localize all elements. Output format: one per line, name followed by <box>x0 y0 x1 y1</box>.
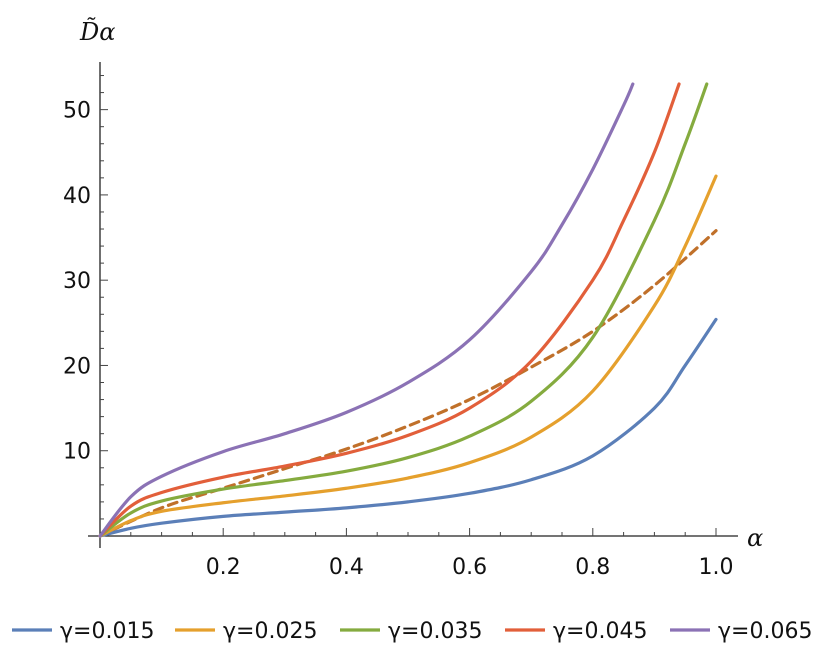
y-tick-label: 20 <box>63 354 91 379</box>
x-tick-label: 0.6 <box>452 555 487 580</box>
legend-label: γ=0.015 <box>60 619 154 644</box>
legend-label: γ=0.035 <box>388 619 482 644</box>
x-tick-label: 0.2 <box>206 555 241 580</box>
x-tick-label: 0.4 <box>329 555 364 580</box>
series-line-3 <box>98 82 681 538</box>
series-line-0 <box>98 317 718 538</box>
y-tick-label: 10 <box>63 440 91 465</box>
legend-label: γ=0.065 <box>718 619 812 644</box>
series-line-1 <box>98 174 718 538</box>
series-line-4 <box>98 82 635 538</box>
y-axis-label: D̃α <box>79 18 115 46</box>
y-tick-label: 30 <box>63 269 91 294</box>
series-line-2 <box>98 82 709 538</box>
y-tick-label: 50 <box>63 99 91 124</box>
series-lines <box>98 82 718 538</box>
legend: γ=0.015 γ=0.025 γ=0.035 γ=0.045 γ=0.065 <box>12 619 812 644</box>
legend-label: γ=0.045 <box>553 619 647 644</box>
legend-label: γ=0.025 <box>223 619 317 644</box>
y-tick-label: 40 <box>63 184 91 209</box>
axes: 0.2 0.4 0.6 0.8 1.0 10 20 30 40 50 α D̃α <box>63 18 763 580</box>
x-tick-label: 0.8 <box>575 555 610 580</box>
x-tick-label: 1.0 <box>699 555 734 580</box>
x-axis-label: α <box>747 524 763 552</box>
